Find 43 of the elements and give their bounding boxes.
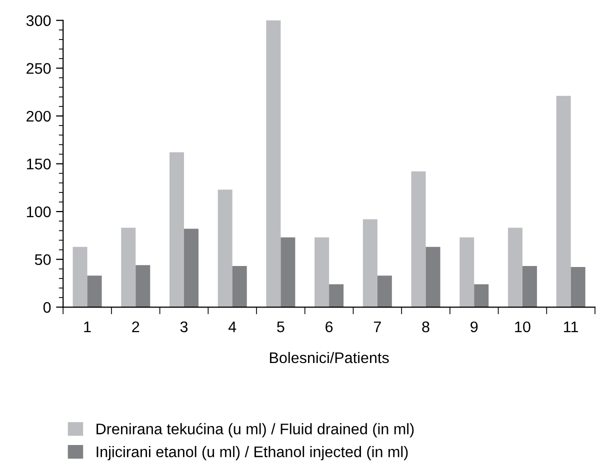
x-tick-label: 11: [564, 322, 578, 332]
bar: [87, 276, 102, 308]
x-axis-title: Bolesnici/Patients: [270, 352, 389, 364]
bar: [232, 266, 247, 308]
x-tick-label: 7: [374, 322, 381, 332]
bar: [280, 237, 296, 308]
bar: [460, 237, 474, 308]
x-tick-label: 3: [180, 321, 188, 332]
y-tick-label: 50: [34, 254, 51, 266]
bar: [266, 20, 281, 308]
bar: [314, 237, 330, 308]
bar: [508, 228, 522, 308]
x-tick-label: 2: [132, 321, 140, 332]
bar: [136, 265, 150, 308]
x-tick-label: 4: [228, 322, 236, 332]
bar: [556, 96, 571, 308]
bar: [411, 171, 426, 308]
bar: [570, 267, 586, 308]
y-tick-label: 250: [26, 63, 51, 74]
x-tick-label: 1: [84, 322, 91, 332]
bar: [72, 246, 88, 308]
bar: [474, 284, 489, 308]
x-tick-label: 10: [515, 321, 530, 332]
bar: [169, 152, 184, 308]
x-tick-label: 9: [470, 321, 478, 332]
legend-label: Drenirana tekućina (u ml) / Fluid drained (in ml): [96, 422, 414, 438]
bar: [218, 190, 232, 308]
bar: [184, 228, 198, 308]
bar: [377, 276, 392, 308]
bar: [329, 284, 344, 308]
y-tick-label: 100: [26, 206, 51, 218]
x-tick-label: 8: [422, 321, 430, 332]
legend-label: Injicirani etanol (u ml) / Ethanol injected (in ml): [96, 446, 408, 460]
y-tick-label: 0: [43, 302, 51, 313]
bar: [362, 219, 378, 308]
y-tick-label: 200: [26, 110, 51, 122]
bar: [426, 246, 440, 308]
y-tick-label: 300: [26, 15, 51, 26]
bar: [121, 228, 136, 308]
x-tick-label: 6: [326, 321, 333, 332]
x-tick-label: 5: [277, 322, 284, 332]
y-tick-label: 150: [26, 158, 51, 170]
bar: [522, 266, 537, 308]
